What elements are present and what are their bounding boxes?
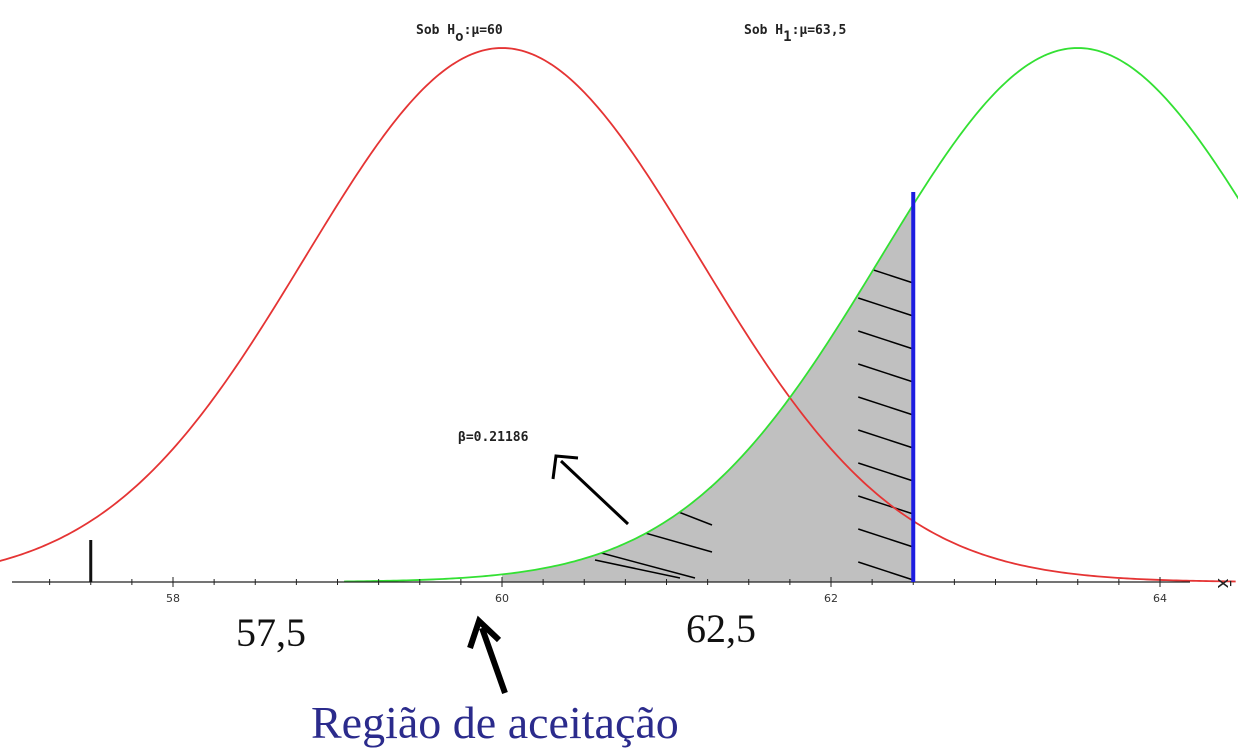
h1-curve xyxy=(344,47,1238,583)
density-curves xyxy=(0,47,1238,583)
hatch-line xyxy=(594,559,681,579)
beta-label: β=0.21186 xyxy=(458,430,529,445)
x-axis-label: x̄ xyxy=(1213,578,1234,589)
acceptance-region-label: Região de aceitação xyxy=(311,697,679,748)
hatch-line xyxy=(858,528,914,548)
hatch-line xyxy=(858,462,914,482)
hatch-line xyxy=(858,429,914,449)
h1-label: Sob H1:μ=63,5 xyxy=(744,23,846,45)
tick-label-62: 62 xyxy=(824,592,838,605)
hatch-line xyxy=(858,561,914,581)
hatch-line xyxy=(858,495,914,515)
hatch-line xyxy=(858,363,914,383)
label-62-5: 62,5 xyxy=(686,606,756,651)
beta-arrow xyxy=(551,454,630,526)
critical-lines xyxy=(89,192,916,582)
tick-label-58: 58 xyxy=(166,592,180,605)
h0-label: Sob Ho:μ=60 xyxy=(416,23,503,45)
hatch-line xyxy=(858,595,913,613)
hatch-line xyxy=(858,396,914,416)
tick-label-60: 60 xyxy=(495,592,509,605)
tick-label-64: 64 xyxy=(1153,592,1167,605)
hatch-line xyxy=(649,459,713,488)
acceptance-arrow xyxy=(467,615,508,695)
shaded-area xyxy=(502,204,914,582)
hatch-line xyxy=(858,297,914,317)
hatch-line xyxy=(858,330,914,350)
label-57-5: 57,5 xyxy=(236,610,306,655)
beta-shaded-area xyxy=(502,204,914,582)
h0-curve xyxy=(0,47,1236,583)
